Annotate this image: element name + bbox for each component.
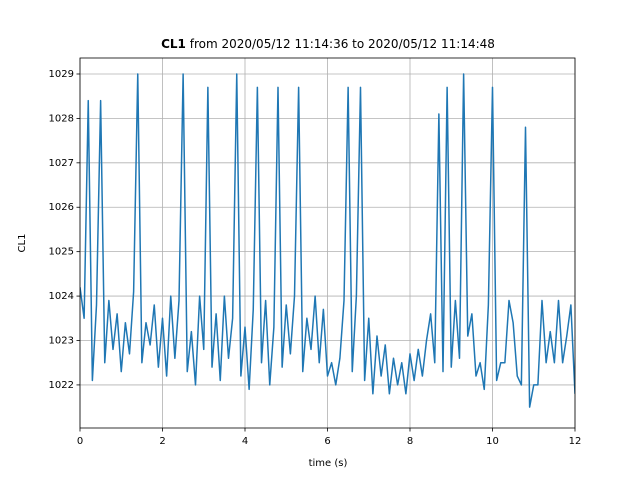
y-tick-label: 1023 <box>49 335 74 346</box>
data-line <box>80 73 575 408</box>
y-tick-label: 1025 <box>49 247 74 258</box>
x-tick-label: 8 <box>407 436 413 447</box>
y-tick-label: 1028 <box>49 113 74 124</box>
y-axis-label: CL1 <box>17 234 28 253</box>
title-bold: CL1 <box>161 37 186 51</box>
x-tick-label: 12 <box>569 436 582 447</box>
y-tick-label: 1022 <box>49 380 74 391</box>
x-tick-label: 0 <box>77 436 83 447</box>
plot-frame <box>79 57 576 429</box>
x-tick-label: 2 <box>159 436 165 447</box>
x-axis-label: time (s) <box>309 458 348 469</box>
y-tick-label: 1024 <box>49 291 74 302</box>
x-tick-label: 4 <box>242 436 248 447</box>
x-tick-label: 10 <box>486 436 499 447</box>
y-tick-label: 1027 <box>49 158 74 169</box>
x-tick-label: 6 <box>324 436 330 447</box>
y-tick-label: 1029 <box>49 69 74 80</box>
title-rest: from 2020/05/12 11:14:36 to 2020/05/12 1… <box>190 37 495 51</box>
y-tick-label: 1026 <box>49 202 74 213</box>
chart-title: CL1 from 2020/05/12 11:14:36 to 2020/05/… <box>161 37 495 51</box>
